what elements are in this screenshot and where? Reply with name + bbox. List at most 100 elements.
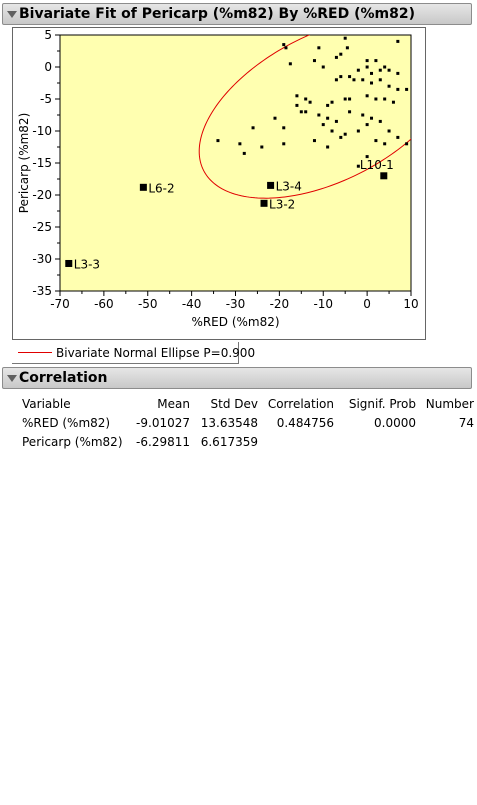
table-row: Pericarp (%m82) -6.29811 6.617359	[22, 432, 474, 451]
labeled-data-point[interactable]	[139, 183, 147, 191]
data-point[interactable]	[378, 119, 382, 123]
data-point[interactable]	[273, 116, 277, 120]
data-point[interactable]	[339, 135, 343, 139]
labeled-data-point[interactable]	[267, 181, 275, 189]
data-point[interactable]	[387, 129, 391, 133]
data-point[interactable]	[391, 100, 395, 104]
x-tick-label: 10	[403, 297, 418, 311]
data-point[interactable]	[370, 71, 374, 75]
bivariate-fit-header[interactable]: Bivariate Fit of Pericarp (%m82) By %RED…	[2, 3, 472, 25]
data-point[interactable]	[378, 78, 382, 82]
data-point[interactable]	[282, 43, 286, 47]
data-point[interactable]	[405, 87, 409, 91]
data-point[interactable]	[374, 97, 378, 101]
data-point[interactable]	[326, 116, 330, 120]
cell-variable: %RED (%m82)	[22, 415, 111, 430]
bivariate-fit-title: Bivariate Fit of Pericarp (%m82) By %RED…	[19, 6, 415, 22]
data-point[interactable]	[242, 151, 246, 155]
data-point[interactable]	[238, 142, 242, 146]
col-mean: Mean	[157, 396, 190, 411]
data-point[interactable]	[383, 65, 387, 69]
data-point[interactable]	[343, 132, 347, 136]
data-point[interactable]	[339, 75, 343, 79]
data-point[interactable]	[330, 129, 334, 133]
data-point[interactable]	[348, 97, 352, 101]
data-point[interactable]	[374, 139, 378, 143]
data-point[interactable]	[339, 52, 343, 56]
point-label: L3-2	[269, 197, 295, 211]
data-point[interactable]	[334, 55, 338, 59]
data-point[interactable]	[356, 129, 360, 133]
data-point[interactable]	[361, 113, 365, 117]
disclosure-triangle-icon[interactable]	[7, 11, 17, 18]
disclosure-triangle-icon[interactable]	[7, 375, 17, 382]
data-point[interactable]	[317, 113, 321, 117]
y-tick-label: 0	[44, 60, 52, 74]
data-point[interactable]	[326, 103, 330, 107]
data-point[interactable]	[374, 59, 378, 63]
data-point[interactable]	[304, 110, 308, 114]
data-point[interactable]	[348, 110, 352, 114]
data-point[interactable]	[365, 123, 369, 127]
data-point[interactable]	[396, 71, 400, 75]
data-point[interactable]	[345, 46, 349, 50]
labeled-data-point[interactable]	[380, 172, 388, 180]
cell-std-dev: 13.63548	[200, 415, 258, 430]
cell-std-dev: 6.617359	[200, 434, 258, 449]
data-point[interactable]	[304, 97, 308, 101]
data-point[interactable]	[284, 46, 288, 50]
data-point[interactable]	[396, 135, 400, 139]
data-point[interactable]	[348, 75, 352, 79]
data-point[interactable]	[308, 100, 312, 104]
data-point[interactable]	[282, 142, 286, 146]
data-point[interactable]	[216, 139, 220, 143]
data-point[interactable]	[365, 65, 369, 69]
ellipse-legend-swatch	[18, 352, 52, 353]
data-point[interactable]	[387, 68, 391, 72]
data-point[interactable]	[365, 155, 369, 159]
data-point[interactable]	[352, 78, 356, 82]
data-point[interactable]	[312, 59, 316, 63]
y-tick-label: -5	[40, 92, 52, 106]
labeled-data-point[interactable]	[65, 259, 73, 267]
data-point[interactable]	[326, 145, 330, 149]
data-point[interactable]	[365, 59, 369, 63]
data-point[interactable]	[251, 126, 255, 130]
data-point[interactable]	[321, 65, 325, 69]
x-tick-label: -40	[182, 297, 202, 311]
data-point[interactable]	[356, 164, 360, 168]
data-point[interactable]	[396, 87, 400, 91]
ellipse-legend: Bivariate Normal Ellipse P=0.900	[12, 342, 255, 364]
point-label: L6-2	[148, 181, 174, 195]
data-point[interactable]	[383, 142, 387, 146]
labeled-data-point[interactable]	[260, 199, 268, 207]
data-point[interactable]	[295, 94, 299, 98]
data-point[interactable]	[330, 100, 334, 104]
data-point[interactable]	[405, 142, 409, 146]
data-point[interactable]	[370, 116, 374, 120]
data-point[interactable]	[370, 81, 374, 85]
scatter-plot[interactable]: -70 -60 -50 -40 -30 -20 -10 0 10 5 0 -5 -10 -15 -20 -25…	[12, 27, 426, 340]
data-point[interactable]	[387, 84, 391, 88]
data-point[interactable]	[312, 139, 316, 143]
col-signif-prob: Signif. Prob	[348, 396, 416, 411]
data-point[interactable]	[383, 97, 387, 101]
data-point[interactable]	[343, 97, 347, 101]
data-point[interactable]	[295, 103, 299, 107]
data-point[interactable]	[299, 110, 303, 114]
data-point[interactable]	[334, 78, 338, 82]
correlation-header[interactable]: Correlation	[2, 367, 472, 389]
data-point[interactable]	[378, 68, 382, 72]
data-point[interactable]	[365, 94, 369, 98]
data-point[interactable]	[361, 78, 365, 82]
x-tick-label: -60	[94, 297, 114, 311]
data-point[interactable]	[288, 62, 292, 66]
data-point[interactable]	[260, 145, 264, 149]
data-point[interactable]	[282, 126, 286, 130]
data-point[interactable]	[343, 36, 347, 40]
data-point[interactable]	[334, 119, 338, 123]
data-point[interactable]	[321, 123, 325, 127]
data-point[interactable]	[356, 68, 360, 72]
data-point[interactable]	[396, 39, 400, 43]
data-point[interactable]	[317, 46, 321, 50]
